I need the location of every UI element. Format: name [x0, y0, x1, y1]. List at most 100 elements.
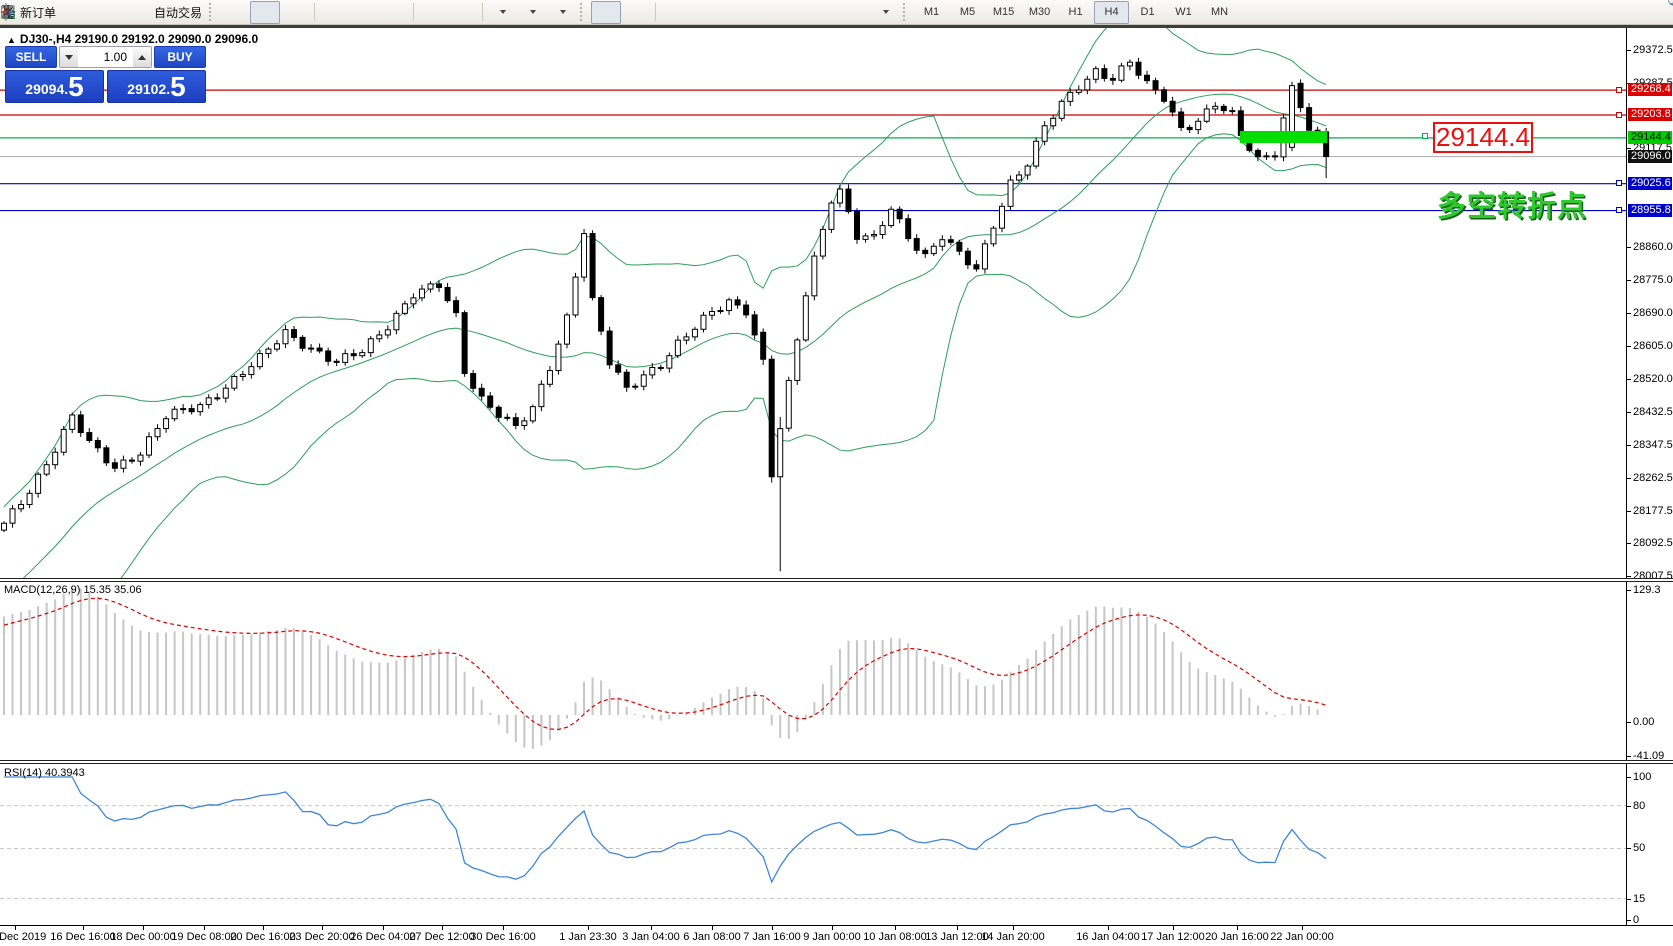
volume-decrease-button[interactable] — [60, 47, 78, 67]
bull-candle — [35, 473, 42, 494]
time-tick-mark — [895, 926, 896, 930]
channel-button[interactable]: E — [1, 1, 780, 24]
time-tick-label: 13 Jan 12:00 — [925, 931, 989, 943]
fibonacci-button[interactable]: F — [2, 1, 810, 24]
timeframe-m1-button[interactable]: M1 — [923, 6, 940, 18]
symbol-period-label: DJ30-,H4 — [19, 32, 72, 46]
price-level-label[interactable]: 29144.4 — [1433, 122, 1533, 153]
timeframe-h1-button[interactable]: H1 — [1068, 6, 1083, 18]
bear-candle — [1144, 74, 1151, 82]
bar-chart-button[interactable] — [2, 1, 250, 24]
bull-candle — [802, 295, 809, 341]
arrows-icon — [2, 7, 14, 17]
one-click-trading-panel: SELL BUY 29094.5 29102.5 — [5, 46, 206, 103]
price-tick-mark — [1627, 313, 1631, 314]
price-chart-canvas[interactable] — [0, 28, 1626, 578]
volume-input[interactable] — [78, 47, 133, 67]
macd-axis-label: 0.00 — [1633, 716, 1655, 728]
price-axis[interactable]: 29372.529287.529117.528860.028775.028690… — [1627, 28, 1673, 582]
sell-price-box[interactable]: 29094. 5 — [5, 70, 104, 103]
macd-canvas[interactable] — [0, 582, 1626, 760]
timeframe-h4-button[interactable]: H4 — [1094, 0, 1130, 24]
bear-candle — [478, 387, 485, 397]
time-tick-mark — [83, 926, 84, 930]
chat-icon[interactable] — [1667, 0, 1673, 10]
chart-shift-button[interactable] — [1, 1, 478, 24]
price-tick-label: 28347.5 — [1633, 438, 1673, 451]
time-tick-mark — [651, 926, 652, 930]
timeframe-mn-button[interactable]: MN — [1210, 6, 1229, 18]
bull-candle — [154, 428, 161, 438]
new-order-button[interactable]: 新订单 — [2, 1, 60, 24]
dropdown-caret — [500, 10, 507, 14]
community-button[interactable] — [1, 1, 120, 24]
periods-button[interactable] — [1, 1, 547, 24]
bull-candle — [546, 370, 553, 385]
price-badge-29268.4: 29268.4 — [1628, 83, 1672, 97]
bull-candle — [683, 336, 690, 341]
sell-button[interactable]: SELL — [5, 46, 57, 68]
bollinger-upper-band — [3, 28, 1327, 508]
rsi-tick-mark — [1627, 920, 1631, 921]
horizontal-line-button[interactable] — [2, 1, 720, 24]
symbol-header: ▲ DJ30-,H4 29190.0 29192.0 29090.0 29096.… — [7, 32, 258, 46]
line-handle[interactable] — [1616, 112, 1622, 118]
templates-button[interactable] — [1, 1, 577, 24]
autotrading-button[interactable]: 自动交易 — [1, 1, 206, 24]
timeframe-m30-button[interactable]: M30 — [1028, 6, 1051, 18]
bull-candle — [308, 347, 315, 350]
triangle-down-icon — [65, 54, 73, 60]
crosshair-button[interactable] — [1, 1, 651, 24]
timeframe-w1-button[interactable]: W1 — [1175, 6, 1192, 18]
line-chart-button[interactable] — [1, 1, 310, 24]
macd-axis[interactable]: 129.3 0.00 -41.09 — [1627, 582, 1673, 762]
bull-candle — [632, 385, 639, 388]
time-tick-mark — [15, 926, 16, 930]
line-handle[interactable] — [1616, 180, 1622, 186]
cursor-button[interactable] — [4, 0, 622, 24]
bull-candle — [1, 522, 7, 531]
bull-candle — [862, 235, 869, 240]
buy-button[interactable]: BUY — [154, 46, 206, 68]
toolbar-separator — [482, 3, 484, 21]
line-handle[interactable] — [1616, 207, 1622, 213]
vertical-line-button[interactable] — [7, 1, 690, 24]
rsi-panel-separator[interactable] — [0, 760, 1673, 764]
bull-candle — [563, 314, 570, 345]
line-handle[interactable] — [1616, 87, 1622, 93]
timeframe-m15-button[interactable]: M15 — [992, 6, 1015, 18]
rsi-canvas[interactable] — [0, 764, 1626, 925]
pivot-annotation-text[interactable]: 多空转折点 — [1437, 191, 1588, 223]
bull-candle — [581, 233, 588, 278]
rsi-axis[interactable]: 100 80 50 15 0 — [1627, 764, 1673, 926]
indicators-button[interactable] — [1, 1, 517, 24]
text-button[interactable]: A — [4, 1, 840, 24]
bull-candle — [418, 288, 425, 299]
time-tick-label: 27 Dec 12:00 — [409, 931, 475, 943]
candlestick-chart-button[interactable] — [2, 0, 281, 24]
macd-panel-separator[interactable] — [0, 578, 1673, 582]
support-highlight-rect[interactable] — [1240, 131, 1327, 143]
signals-button[interactable] — [1, 1, 150, 24]
bull-candle — [819, 228, 826, 257]
metaeditor-button[interactable] — [1, 1, 90, 24]
volume-increase-button[interactable] — [133, 47, 151, 67]
bear-candle — [453, 300, 460, 314]
bear-candle — [956, 241, 963, 252]
arrows-button[interactable] — [2, 1, 900, 24]
line-handle[interactable] — [1422, 133, 1428, 139]
timeframe-m5-button[interactable]: M5 — [959, 6, 976, 18]
zoom-out-button[interactable] — [1, 1, 379, 24]
tile-windows-button[interactable] — [1, 1, 409, 24]
timeframe-d1-button[interactable]: D1 — [1140, 6, 1155, 18]
auto-scroll-button[interactable] — [1, 1, 448, 24]
bull-candle — [265, 348, 272, 355]
bull-candle — [1058, 100, 1065, 119]
text-label-button[interactable]: T — [1, 1, 870, 24]
buy-price-box[interactable]: 29102. 5 — [107, 70, 206, 103]
bull-candle — [60, 428, 67, 453]
bear-candle — [1178, 111, 1185, 128]
trendline-button[interactable] — [2, 1, 750, 24]
zoom-in-button[interactable] — [1, 1, 349, 24]
